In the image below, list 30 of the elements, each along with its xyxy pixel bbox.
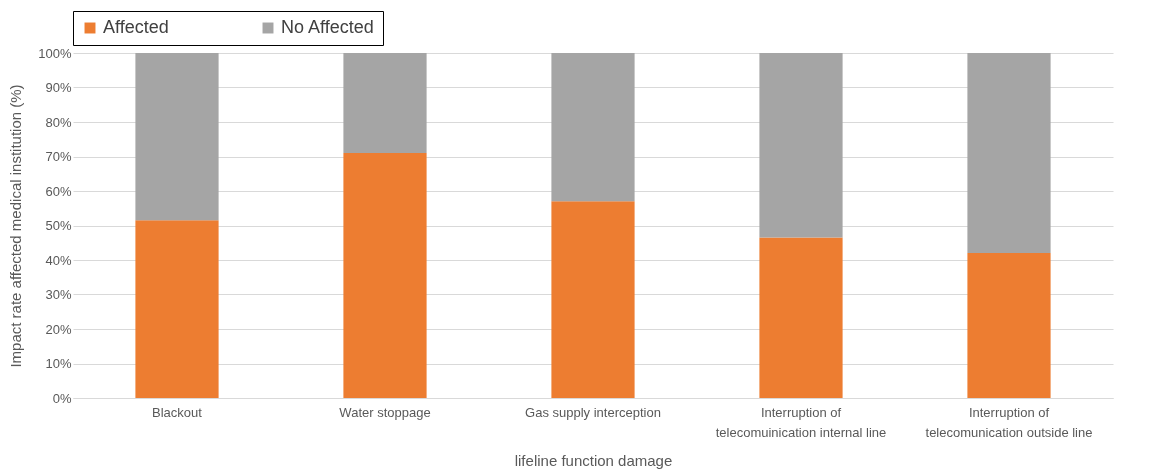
bar xyxy=(135,220,219,398)
y-tick-label: 50% xyxy=(45,218,72,233)
y-axis-title: Impact rate affected medical institution (%) xyxy=(7,84,25,368)
x-tick-label: Interruption of telecomuinication internal line xyxy=(715,404,887,440)
x-tick-label: Interruption of telecomunication outside line xyxy=(925,404,1093,440)
bar xyxy=(551,53,635,202)
bar xyxy=(551,201,635,398)
bar xyxy=(759,53,843,238)
y-tick-label: 30% xyxy=(45,287,72,302)
bar xyxy=(967,253,1051,398)
y-tick-label: 90% xyxy=(45,80,72,95)
y-tick-label: 40% xyxy=(45,252,72,268)
bar xyxy=(967,53,1051,254)
legend-label: Affected xyxy=(103,17,169,37)
y-tick-label: 20% xyxy=(45,321,72,337)
y-tick-label: 0% xyxy=(52,390,72,406)
x-tick-label: Gas supply interception xyxy=(525,404,661,420)
x-tick-label: Blackout xyxy=(152,404,203,420)
y-tick-label: 80% xyxy=(45,114,72,130)
legend-label: No Affected xyxy=(281,17,374,37)
bar xyxy=(343,153,427,398)
bar xyxy=(135,53,219,221)
y-tick-label: 10% xyxy=(45,356,72,371)
bar xyxy=(759,237,843,398)
y-tick-label: 60% xyxy=(45,183,72,199)
x-tick-label: Water stoppage xyxy=(339,404,431,420)
y-tick-label: 70% xyxy=(45,149,72,164)
x-axis-title: lifeline function damage xyxy=(514,451,673,469)
bar xyxy=(343,53,427,154)
y-tick-label: 100% xyxy=(38,45,72,61)
